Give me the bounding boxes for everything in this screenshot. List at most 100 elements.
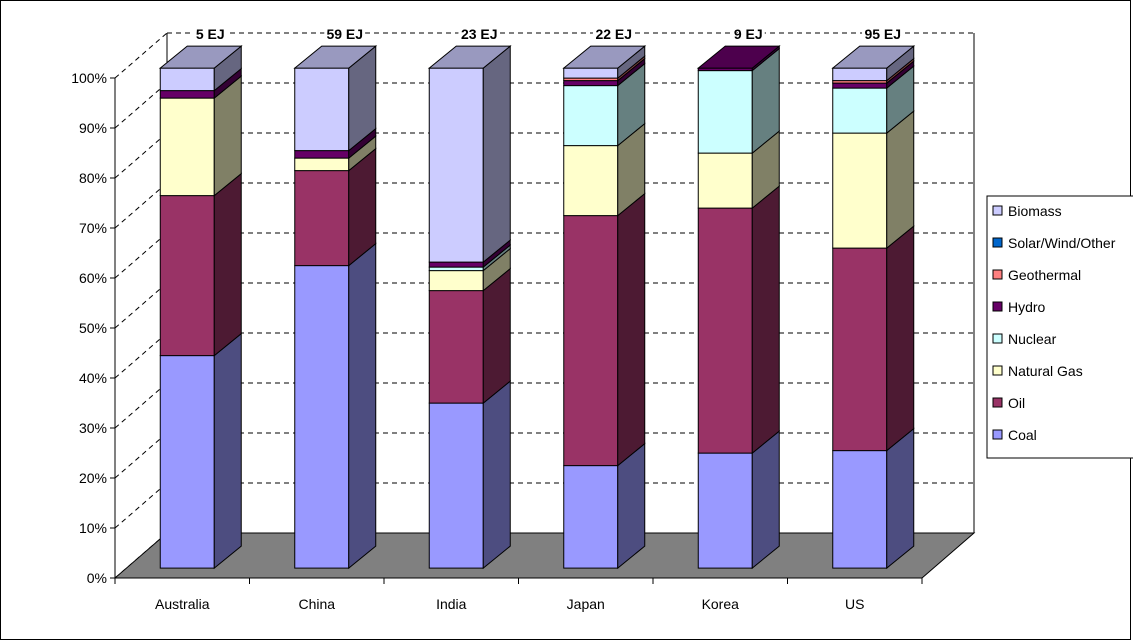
legend-label-natural-gas: Natural Gas [1008,363,1083,379]
legend-swatch-solar-wind-other [992,237,1003,248]
y-tick-label: 0% [87,570,107,586]
bar-segment-hydro [428,261,484,268]
bar-china [293,45,378,570]
gridline-side [114,332,168,379]
bar-segment-coal-side [482,380,511,570]
legend-box [986,195,1133,459]
legend-swatch-biomass [992,205,1003,216]
bar-segment-coal [832,450,888,569]
gridline-side [114,382,168,429]
gridline-side [114,182,168,229]
legend-label-biomass: Biomass [1008,203,1062,219]
bar-top [293,45,378,69]
bar-segment-coal [159,355,215,569]
legend-swatch-natural-gas [992,365,1003,376]
bar-segment-oil-side [213,172,242,357]
legend-label-coal: Coal [1008,427,1037,443]
bar-segment-hydro [294,150,350,159]
bar-top [562,45,647,69]
legend-label-solar-wind-other: Solar/Wind/Other [1008,235,1116,251]
bar-segment-coal [563,465,619,569]
bar-segment-natural-gas [697,152,753,209]
bar-segment-natural-gas [294,157,350,172]
legend-swatch-nuclear [992,333,1003,344]
bar-segment-coal [428,402,484,569]
bar-segment-oil [159,195,215,357]
bar-segment-biomass [159,67,215,92]
bar-top [696,45,781,69]
bar-segment-oil [832,247,888,452]
bar-segment-oil-side [886,225,915,452]
bar-us [831,45,916,570]
y-tick-label: 30% [79,420,107,436]
x-tick-label: Korea [702,596,740,612]
y-tick-label: 10% [79,520,107,536]
legend-swatch-oil [992,397,1003,408]
gridline-side [114,232,168,279]
gridline-side [114,282,168,329]
bar-segment-oil-side [482,267,511,405]
data-label-total: 23 EJ [461,26,498,42]
bar-japan [562,45,647,570]
bar-segment-nuclear [428,266,484,272]
bar-segment-coal-side [348,242,377,570]
bar-india [427,45,512,570]
bar-segment-hydro [159,90,215,99]
legend-swatch-coal [992,429,1003,440]
bar-top [158,45,243,69]
legend-label-oil: Oil [1008,395,1025,411]
data-label-total: 9 EJ [734,26,763,42]
bar-segment-nuclear [832,87,888,134]
bar-australia [158,45,243,570]
y-tick-label: 40% [79,370,107,386]
bar-segment-biomass [294,67,350,152]
bar-segment-coal [294,265,350,569]
y-tick-label: 80% [79,170,107,186]
bar-segment-natural-gas [159,97,215,197]
bar-top [427,45,512,69]
y-tick-label: 100% [71,70,107,86]
bars [158,45,916,570]
data-label-total: 95 EJ [864,26,901,42]
gridline-side [114,82,168,129]
gridline-side [114,432,168,479]
data-label-total: 22 EJ [595,26,632,42]
bar-segment-natural-gas [428,270,484,292]
legend-swatch-hydro [992,301,1003,312]
legend-label-geothermal: Geothermal [1008,267,1081,283]
bar-top [831,45,916,69]
legend-label-hydro: Hydro [1008,299,1046,315]
legend-label-nuclear: Nuclear [1008,331,1057,347]
bar-segment-natural-gas-side [886,110,915,250]
bar-segment-oil [697,207,753,454]
bar-segment-hydro [832,82,888,89]
x-tick-label: Australia [155,596,210,612]
bar-segment-coal-side [213,332,242,570]
bar-segment-oil [428,290,484,404]
bar-segment-oil-side [617,192,646,467]
y-tick-label: 60% [79,270,107,286]
bar-segment-nuclear [697,70,753,154]
bar-segment-hydro [563,80,619,87]
y-tick-label: 20% [79,470,107,486]
gridlines [114,32,974,579]
bar-segment-nuclear [563,85,619,147]
gridline-side [114,482,168,529]
bar-segment-coal-side [886,427,915,570]
x-tick-label: India [436,596,467,612]
bar-segment-natural-gas [563,145,619,217]
bar-segment-oil [563,215,619,467]
bar-segment-biomass [563,67,619,79]
bar-segment-oil [294,170,350,267]
bar-segment-oil-side [751,185,780,455]
bar-segment-coal [697,452,753,569]
legend: Biomass Solar/Wind/Other Geothermal Hydro Nu… [986,195,1133,459]
gridline-side [114,132,168,179]
bar-segment-natural-gas [832,132,888,249]
legend-swatch-geothermal [992,269,1003,280]
x-tick-label: Japan [567,596,605,612]
data-label-total: 5 EJ [196,26,225,42]
y-tick-label: 70% [79,220,107,236]
bar-segment-biomass-side [482,45,511,264]
